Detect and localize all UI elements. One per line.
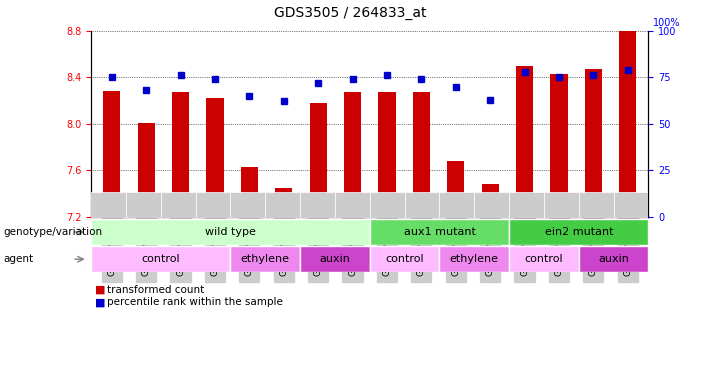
- Text: wild type: wild type: [205, 227, 256, 237]
- Text: ethylene: ethylene: [450, 254, 499, 264]
- Bar: [379, 93, 395, 217]
- Text: ein2 mutant: ein2 mutant: [545, 227, 613, 237]
- Bar: [335, 192, 370, 218]
- Bar: [137, 122, 155, 217]
- Text: auxin: auxin: [598, 254, 629, 264]
- Bar: [579, 192, 613, 218]
- Bar: [161, 192, 196, 218]
- Bar: [579, 246, 648, 272]
- Bar: [206, 98, 224, 217]
- Bar: [240, 167, 258, 217]
- Bar: [91, 246, 231, 272]
- Bar: [231, 246, 300, 272]
- Text: agent: agent: [4, 254, 34, 264]
- Text: ■: ■: [95, 285, 105, 295]
- Text: control: control: [142, 254, 180, 264]
- Bar: [103, 91, 121, 217]
- Bar: [275, 188, 292, 217]
- Bar: [447, 161, 464, 217]
- Text: transformed count: transformed count: [107, 285, 204, 295]
- Text: genotype/variation: genotype/variation: [4, 227, 102, 237]
- Bar: [265, 192, 300, 218]
- Bar: [440, 246, 509, 272]
- Bar: [344, 93, 361, 217]
- Bar: [544, 192, 579, 218]
- Bar: [91, 219, 370, 245]
- Text: control: control: [524, 254, 563, 264]
- Bar: [440, 192, 475, 218]
- Bar: [370, 192, 404, 218]
- Bar: [585, 69, 602, 217]
- Bar: [231, 192, 265, 218]
- Bar: [172, 93, 189, 217]
- Bar: [509, 192, 544, 218]
- Text: ethylene: ethylene: [240, 254, 290, 264]
- Bar: [300, 246, 370, 272]
- Bar: [475, 192, 509, 218]
- Bar: [482, 184, 499, 217]
- Bar: [310, 103, 327, 217]
- Bar: [619, 31, 637, 217]
- Bar: [613, 192, 648, 218]
- Text: GDS3505 / 264833_at: GDS3505 / 264833_at: [274, 6, 427, 20]
- Text: percentile rank within the sample: percentile rank within the sample: [107, 297, 283, 307]
- Text: 100%: 100%: [653, 18, 680, 28]
- Bar: [91, 192, 126, 218]
- Text: control: control: [386, 254, 424, 264]
- Bar: [413, 93, 430, 217]
- Bar: [516, 66, 533, 217]
- Bar: [550, 74, 568, 217]
- Bar: [370, 219, 509, 245]
- Bar: [300, 192, 335, 218]
- Bar: [509, 246, 579, 272]
- Text: aux1 mutant: aux1 mutant: [404, 227, 475, 237]
- Bar: [509, 219, 648, 245]
- Bar: [126, 192, 161, 218]
- Text: auxin: auxin: [320, 254, 350, 264]
- Bar: [404, 192, 440, 218]
- Bar: [196, 192, 231, 218]
- Bar: [370, 246, 440, 272]
- Text: ■: ■: [95, 297, 105, 307]
